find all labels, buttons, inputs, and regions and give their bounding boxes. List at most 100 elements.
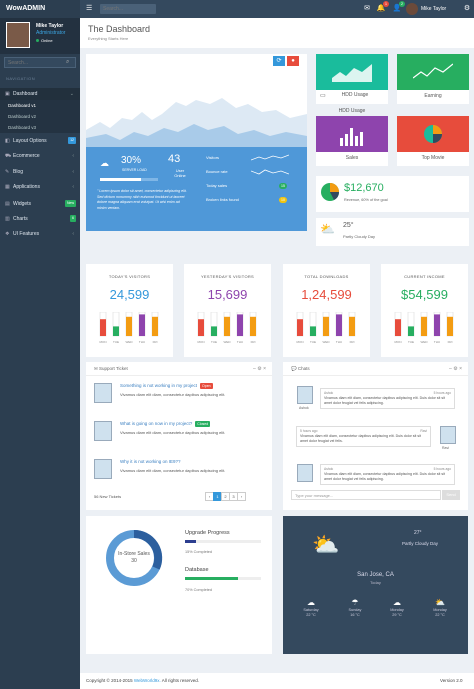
bell-icon[interactable]: 🔔 1 [376,1,389,14]
day-label: FRI [350,340,355,344]
progress-note: 15% Completed [185,550,213,554]
gear-icon[interactable]: ⚙ [463,5,471,12]
bar [152,316,158,336]
close-button[interactable]: ● [287,56,299,66]
profile-role: Administrator [36,30,66,36]
cloud-icon: ☁ [100,158,109,168]
chat-sender: Ashok [324,467,334,471]
tile-earning-footer [397,90,469,104]
day-label: MON [395,340,402,344]
stat-label: Broken links found [206,197,239,202]
sidebar-item-layout-options[interactable]: ◧ Layout Options 12 [0,135,80,147]
pencil-icon: ✎ [5,169,10,175]
sidebar-item-widgets[interactable]: ▤ Widgets New [0,198,80,210]
day-label: WED [421,340,429,344]
donut-value: 30 [131,558,137,564]
earning-line-icon [413,63,453,79]
in-store-sales-donut [106,529,163,586]
chat-name: Ashok [299,406,309,410]
bar [408,326,414,336]
day-label: THU [434,340,440,344]
cloud-icon: ☁ [307,598,315,607]
footer-link[interactable]: WebWorld9x. [133,678,161,683]
links-badge: 10 [279,197,287,203]
page-next[interactable]: › [237,492,246,501]
ticket-title[interactable]: Something is not working in my project Op… [120,383,213,389]
weather-city: San Jose, CA [357,572,394,578]
server-load-label: SERVER LOAD [122,168,147,172]
user-icon[interactable]: 👤 2 [392,1,405,14]
forecast-day-name: Monday [390,608,404,612]
sidebar-item-label: Layout Options [13,138,47,144]
top-search-input[interactable] [100,4,156,14]
bar [139,314,145,336]
sidebar-item-ecommerce[interactable]: ⛟ Ecommerce ‹ [0,150,80,162]
forecast-day-name: Saturday [303,608,319,612]
apps-icon: ▦ [5,184,10,190]
sidebar-item-charts[interactable]: ▥ Charts 6 [0,213,80,225]
sidebar-subitem-label: Dashboard v3 [8,125,37,130]
sidebar-item-blog[interactable]: ✎ Blog ‹ [0,166,80,178]
sidebar-item-label: Widgets [13,201,32,207]
widgets-icon: ▤ [5,201,10,207]
menu-toggle-icon[interactable]: ☰ [86,5,93,12]
users-online-value: 43 [168,153,181,165]
progress-track [185,577,261,580]
sidebar-item-ui-features[interactable]: ❖ UI Features ‹ [0,228,80,240]
hdd-area-icon [332,64,372,82]
panel-controls[interactable]: – ⚙ × [449,366,462,372]
user-menu[interactable]: Mike Taylor [406,3,450,15]
chat-avatar [297,386,313,404]
chevron-left-icon: ‹ [72,184,74,190]
refresh-button[interactable]: ⟳ [273,56,285,66]
day-label: TUE [310,340,316,344]
forecast-day: ☁ Saturday 22 °C [296,598,326,618]
stat-value: $54,599 [401,287,448,302]
sidebar-subitem-dashboard-v2[interactable]: Dashboard v2 [0,111,80,122]
ticket-body: Vivamus diam elit diam, consectetur dapi… [120,392,226,397]
bar [447,316,453,336]
ticket-title[interactable]: Why it is not working on IE9?? [120,459,181,464]
stat-title: TODAY'S VISITORS [108,274,151,279]
chat-message-input[interactable]: Type your message... [291,490,441,500]
stat-card-total-downloads: TOTAL DOWNLOADS 1,24,599 MON TUE WED THU FRI [283,264,370,357]
forecast-day: ☂ Sunday 16 °C [340,598,370,618]
bar [198,319,204,336]
stat-row-bounce-rate: Bounce rate [206,166,291,178]
ticket-item[interactable]: What is going on now in my project? Close… [94,421,264,449]
sidebar-item-dashboard[interactable]: ▣ Dashboard ⌄ [0,88,80,100]
new-tickets-count: 56 New Tickets [94,494,122,499]
user-badge: 2 [399,1,405,7]
pie-icon [424,125,442,143]
ticket-title[interactable]: What is going on now in my project? Close… [120,421,211,427]
sidebar-search-input[interactable] [4,57,76,68]
profile-avatar[interactable] [6,22,30,48]
dashboard-icon: ▣ [5,91,10,97]
profile-status: Online [36,38,53,43]
bar [250,316,256,336]
ticket-item[interactable]: Why it is not working on IE9?? Vivamus d… [94,459,264,487]
chat-bubble: 5 hours ago Ravi Vivamus diam elit diam, … [296,426,431,447]
mail-icon[interactable]: ✉ [364,5,370,12]
bar [224,316,230,336]
day-label: FRI [153,340,158,344]
sidebar-subitem-dashboard-v1[interactable]: Dashboard v1 [0,100,80,111]
server-stats-box [86,147,307,231]
bar [395,319,401,336]
stat-card-today-visitors: TODAY'S VISITORS 24,599 MON TUE WED THU FRI [86,264,173,357]
chevron-left-icon: ‹ [72,169,74,175]
ui-icon: ❖ [5,231,10,237]
sidebar-item-applications[interactable]: ▦ Applications ‹ [0,181,80,193]
revenue-label: Revenue, 60% of the goal [344,198,388,202]
search-icon[interactable]: ⌕ [66,59,70,65]
chat-time: 5 hours ago [300,429,318,433]
ticket-item[interactable]: Something is not working in my project Op… [94,383,264,411]
panel-controls[interactable]: – ⚙ × [253,366,266,372]
mini-bar-chart: MON TUE WED THU FRI [297,312,356,344]
send-button[interactable]: Send [442,490,460,500]
sidebar-subitem-dashboard-v3[interactable]: Dashboard v3 [0,122,80,133]
brand-logo[interactable]: WowADMIN [0,0,80,18]
support-ticket-panel: ✉ Support Ticket – ⚙ × [86,362,272,510]
ticket-body: Vivamus diam elit diam, consectetur dapi… [120,430,226,435]
chat-bubble-header: Ashok 5 hours ago [324,467,451,472]
